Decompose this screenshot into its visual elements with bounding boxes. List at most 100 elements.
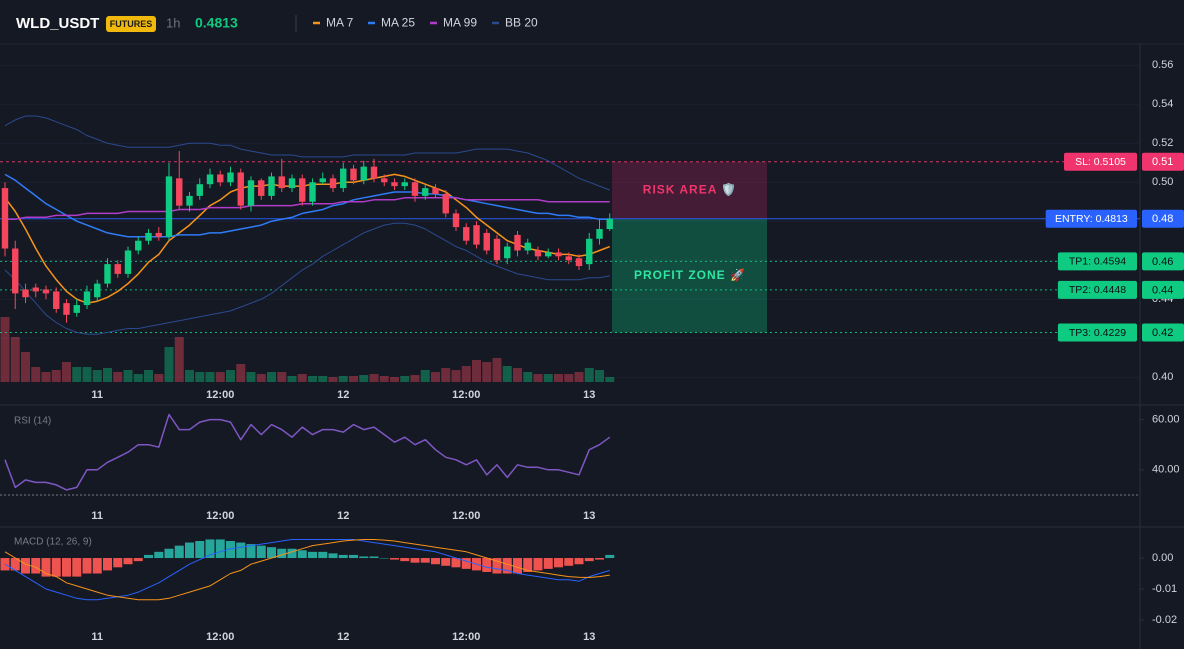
candle-body [258, 180, 265, 196]
volume-bar [420, 370, 430, 382]
volume-bar [431, 372, 440, 382]
candle-body [586, 238, 593, 265]
candle-body [545, 252, 552, 257]
y-tick-label: 0.56 [1152, 59, 1173, 71]
candle-body [565, 256, 572, 261]
histogram-bar [451, 558, 461, 568]
candle-body [94, 283, 101, 298]
histogram-bar [236, 542, 246, 559]
candle-body [53, 291, 60, 309]
candle-body [596, 229, 603, 239]
volume-bar [287, 376, 297, 382]
histogram-bar [103, 558, 112, 571]
candle-body [73, 305, 80, 313]
zone [612, 161, 767, 219]
candle-body [288, 178, 296, 189]
candle-body [104, 264, 111, 284]
interval[interactable]: 1h [166, 15, 180, 30]
volume-bar [246, 372, 256, 382]
volume-bar [133, 374, 143, 382]
zone-label: PROFIT ZONE 🚀 [634, 268, 746, 282]
candle-body [381, 178, 388, 183]
volume-bar [605, 377, 615, 382]
zone-label: RISK AREA 🛡️ [643, 182, 737, 196]
y-tick-label: 0.54 [1152, 98, 1173, 110]
volume-bar [574, 372, 584, 382]
bb-lower [4, 222, 610, 335]
badge: FUTURES [110, 19, 153, 29]
candle-body [422, 188, 429, 196]
histogram-bar [482, 558, 492, 572]
volume-bar [31, 367, 41, 382]
histogram-bar [502, 558, 512, 574]
volume-bar [308, 376, 317, 382]
histogram-bar [605, 554, 615, 559]
legend-label[interactable]: MA 99 [443, 16, 477, 30]
x-tick-label: 11 [91, 389, 103, 401]
candle-body [606, 218, 613, 230]
histogram-bar [246, 544, 256, 559]
histogram-bar [215, 539, 225, 559]
candle-body [278, 176, 285, 189]
axis-tag-bg [1142, 152, 1184, 171]
axis-tag-bg [1142, 252, 1184, 271]
candle-body [63, 303, 70, 315]
volume-bar [123, 370, 133, 382]
level-tag-bg [1057, 280, 1137, 299]
macd-line [4, 539, 610, 601]
candle-body [504, 246, 511, 259]
histogram-bar [287, 548, 297, 559]
histogram-bar [277, 548, 287, 559]
y-tick-label: 0.00 [1152, 552, 1173, 564]
axis-tag-bg [1142, 209, 1184, 228]
x-tick-label: 12:00 [452, 389, 480, 401]
histogram-bar [420, 558, 430, 563]
candle-body [483, 232, 490, 251]
candle-body [575, 258, 583, 267]
volume-bar [461, 366, 471, 382]
candle-body [555, 252, 562, 257]
volume-bar [215, 372, 225, 382]
candle-body [514, 234, 521, 251]
x-tick-label: 13 [583, 510, 595, 522]
legend-label[interactable]: BB 20 [505, 16, 538, 30]
volume-bar [441, 368, 451, 382]
volume-bar [400, 376, 410, 382]
histogram-bar [195, 541, 205, 559]
legend-label[interactable]: MA 7 [326, 16, 354, 30]
candle-body [22, 289, 29, 298]
x-tick-label: 11 [91, 510, 103, 522]
volume-bar [359, 375, 369, 382]
histogram-bar [174, 545, 184, 559]
x-tick-label: 12:00 [206, 631, 234, 643]
candle-body [524, 242, 531, 251]
histogram-bar [328, 553, 338, 559]
level-tag-bg [1064, 152, 1137, 171]
pane-title: MACD (12, 26, 9) [14, 537, 92, 548]
volume-bar [338, 376, 348, 382]
candle-body [42, 289, 50, 294]
histogram-bar [595, 558, 604, 560]
y-tick-label: 0.52 [1152, 137, 1173, 149]
ma-line [4, 173, 610, 238]
histogram-bar [359, 556, 369, 559]
histogram-bar [543, 558, 553, 569]
volume-bar [174, 337, 184, 382]
histogram-bar [154, 551, 164, 559]
x-tick-label: 12 [337, 631, 349, 643]
candle-body [319, 178, 326, 183]
histogram-bar [51, 558, 61, 577]
volume-bar [379, 376, 389, 382]
volume-bar [297, 374, 307, 382]
volume-bar [205, 372, 215, 382]
volume-bar [164, 347, 174, 382]
histogram-bar [554, 558, 563, 568]
x-tick-label: 12:00 [452, 510, 480, 522]
volume-bar [72, 367, 82, 382]
volume-bar [369, 374, 379, 382]
legend-label[interactable]: MA 25 [381, 16, 415, 30]
candle-body [299, 178, 306, 202]
symbol: WLD_USDT [16, 15, 99, 32]
volume-bar [277, 372, 287, 382]
